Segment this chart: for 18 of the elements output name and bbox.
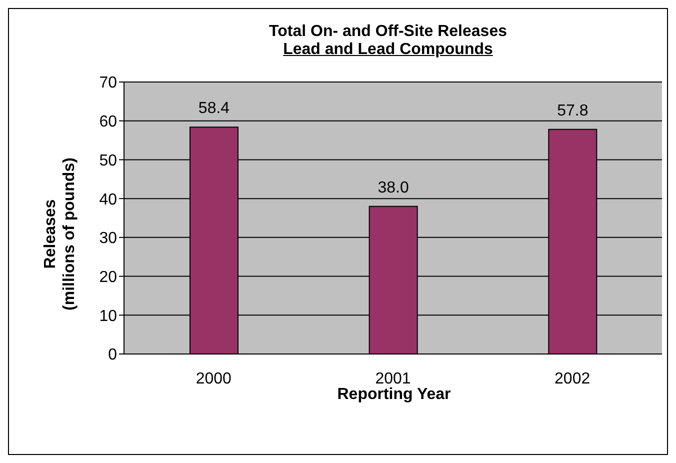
data-label: 38.0 [378, 179, 410, 196]
data-label: 57.8 [557, 102, 588, 120]
chart-subtitle: Lead and Lead Compounds [282, 41, 494, 59]
y-tick-label: 70 [99, 74, 118, 92]
x-tick-label: 2002 [554, 370, 590, 388]
y-tick-label: 20 [99, 268, 118, 286]
y-tick-label: 30 [99, 230, 118, 248]
x-axis-title: Reporting Year [337, 386, 451, 403]
y-tick-label: 60 [99, 114, 118, 131]
y-tick-label: 0 [108, 346, 118, 364]
y-tick-label: 40 [99, 191, 118, 208]
y-axis-title: Releases (millions of pounds) [42, 158, 78, 310]
x-tick-label: 2000 [196, 370, 232, 388]
x-tick-label: 2001 [375, 370, 411, 388]
y-tick-label: 10 [99, 308, 118, 325]
chart-title: Total On- and Off-Site Releases [268, 23, 508, 41]
data-label: 58.4 [198, 100, 230, 118]
y-tick-label: 50 [99, 152, 118, 170]
